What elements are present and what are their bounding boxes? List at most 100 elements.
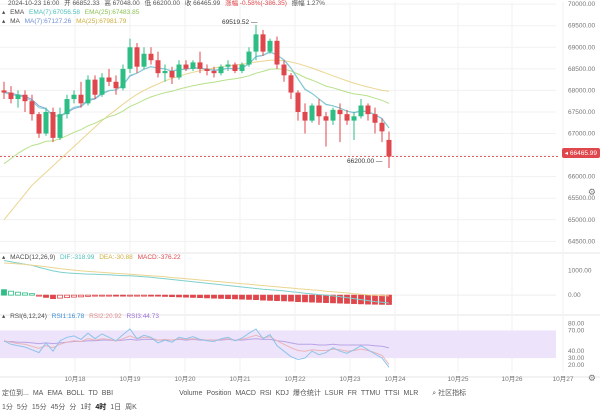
macd-bar bbox=[176, 294, 182, 298]
candle-body bbox=[309, 105, 315, 121]
macd-bar bbox=[253, 294, 259, 300]
indicator-tab[interactable]: EMA bbox=[47, 390, 63, 397]
ema25-legend: EMA(25):67483.85 bbox=[84, 9, 140, 16]
y-tick-label: 69500.00 bbox=[568, 23, 595, 30]
interval-tab[interactable]: 1时 bbox=[80, 404, 92, 411]
y-tick-label: 69000.00 bbox=[568, 44, 595, 51]
x-tick-label: 10月25 bbox=[448, 375, 469, 383]
last-price-arrow-icon: ◂ bbox=[564, 150, 569, 157]
interval-tab[interactable]: 45分 bbox=[50, 404, 66, 411]
community-indicators-button[interactable]: ⌕ 社区指标 bbox=[432, 390, 467, 397]
rsi1-line bbox=[3, 328, 390, 368]
candle-body bbox=[162, 71, 168, 74]
rsi-tick-label: 80.00 bbox=[568, 320, 585, 327]
macd-bar bbox=[211, 294, 217, 299]
dif-legend: DIF:-318.99 bbox=[60, 254, 95, 261]
x-tick-label: 10月27 bbox=[553, 375, 574, 383]
macd-bar bbox=[281, 294, 287, 302]
macd-bar bbox=[92, 294, 98, 297]
macd-bar bbox=[365, 294, 371, 305]
macd-bar bbox=[113, 294, 119, 297]
macd-bar bbox=[1, 289, 7, 296]
macd-bar bbox=[295, 294, 301, 302]
collapse-icon[interactable]: ▴ bbox=[2, 313, 6, 320]
macd-bar bbox=[50, 294, 56, 300]
candle-body bbox=[85, 79, 91, 104]
candle-body bbox=[232, 64, 238, 72]
collapse-icon[interactable]: ▴ bbox=[2, 254, 6, 261]
amplitude-value: 振幅 1.27% bbox=[291, 0, 325, 7]
candle-body bbox=[43, 111, 49, 134]
macd-bar bbox=[372, 294, 378, 305]
interval-tab[interactable]: 4时 bbox=[95, 404, 107, 411]
indicator-tab[interactable]: 定位到... bbox=[2, 390, 29, 397]
rsi-legend[interactable]: ▴ RSI(6,12,24) RSI1:16.78 RSI2:20.92 RSI… bbox=[2, 313, 162, 321]
macd-bar bbox=[344, 294, 350, 304]
last-price-tag: ◂ 66465.99 bbox=[561, 148, 600, 158]
interval-tab[interactable]: 5分 bbox=[16, 404, 28, 411]
collapse-icon[interactable]: ▴ bbox=[2, 9, 6, 16]
interval-tab[interactable]: 1日 bbox=[110, 404, 122, 411]
macd-bar bbox=[64, 294, 70, 299]
indicator-tab[interactable]: TD bbox=[88, 390, 98, 397]
x-tick-label: 10月26 bbox=[502, 375, 523, 383]
macd-bar bbox=[239, 294, 245, 300]
candle-body bbox=[246, 51, 252, 65]
ohlc-info: 2024-10-23 16:00 开 66852.33 高 67048.00 低… bbox=[8, 0, 328, 8]
timestamp: 2024-10-23 16:00 bbox=[8, 0, 60, 7]
y-tick-label: 67000.00 bbox=[568, 131, 595, 138]
rsi-band bbox=[0, 330, 556, 359]
indicator-tab[interactable]: 爆仓统计 bbox=[292, 390, 321, 397]
ema-legend[interactable]: ▴ EMA EMA(7):67056.58 EMA(25):67483.85 bbox=[2, 9, 142, 17]
candle-body bbox=[260, 34, 266, 52]
interval-tab[interactable]: 1分 bbox=[2, 404, 13, 411]
candle-body bbox=[274, 40, 280, 65]
indicator-tab[interactable]: Position bbox=[206, 390, 232, 397]
candle-body bbox=[127, 47, 133, 69]
interval-tab[interactable]: 周K bbox=[125, 404, 137, 411]
candle-body bbox=[281, 64, 287, 76]
macd-bar bbox=[204, 294, 210, 299]
rsi-tick-label: 20.00 bbox=[568, 362, 585, 369]
indicator-tab[interactable]: MACD bbox=[235, 390, 256, 397]
macd-legend[interactable]: ▴ MACD(12,26,9) DIF:-318.99 DEA:-30.88 M… bbox=[2, 254, 184, 262]
ema7-legend: EMA(7):67056.58 bbox=[28, 9, 80, 16]
macd-bar bbox=[274, 294, 280, 301]
candle-body bbox=[169, 71, 175, 78]
collapse-icon[interactable]: ▴ bbox=[2, 18, 6, 25]
indicator-tab[interactable]: TTMU bbox=[360, 390, 381, 397]
indicator-tab[interactable]: MA bbox=[32, 390, 44, 397]
indicator-tab[interactable]: LSUR bbox=[324, 390, 344, 397]
y-tick-label: 65000.00 bbox=[568, 217, 595, 224]
indicator-tab[interactable]: KDJ bbox=[275, 390, 289, 397]
rsi-tick-label: 70.00 bbox=[568, 327, 585, 334]
macd-bar bbox=[106, 294, 112, 297]
ma-legend[interactable]: ▴ MA MA(7):67127.26 MA(25):67981.79 bbox=[2, 18, 129, 26]
macd-bar bbox=[246, 294, 252, 300]
candle-body bbox=[22, 94, 28, 102]
indicator-tab[interactable]: RSI bbox=[259, 390, 272, 397]
macd-bar bbox=[120, 294, 126, 297]
candle-body bbox=[176, 64, 182, 78]
candle-body bbox=[183, 64, 189, 69]
macd-bar bbox=[232, 294, 238, 300]
macd-bar bbox=[134, 294, 140, 297]
indicator-tab[interactable]: FR bbox=[347, 390, 357, 397]
low-value: 低 66200.00 bbox=[144, 0, 181, 7]
gear-icon[interactable]: ⚙ bbox=[587, 187, 596, 197]
interval-tab[interactable]: 15分 bbox=[31, 404, 47, 411]
candle-body bbox=[379, 122, 385, 132]
change-value: 涨幅 -0.58%(-386.35) bbox=[225, 0, 287, 7]
indicator-tab[interactable]: Volume bbox=[179, 390, 203, 397]
candle-body bbox=[337, 109, 343, 115]
macd-bar bbox=[183, 294, 189, 298]
interval-tab[interactable]: 分 bbox=[69, 404, 77, 411]
gear-icon[interactable]: ⚙ bbox=[587, 373, 596, 383]
candle-body bbox=[365, 105, 371, 115]
indicator-tab[interactable]: TTSI bbox=[384, 390, 400, 397]
indicator-tab[interactable]: MLR bbox=[403, 390, 419, 397]
macd-tick-label: 0.00 bbox=[568, 292, 581, 299]
indicator-tab[interactable]: BOLL bbox=[66, 390, 85, 397]
indicator-tab[interactable]: BBI bbox=[101, 390, 114, 397]
